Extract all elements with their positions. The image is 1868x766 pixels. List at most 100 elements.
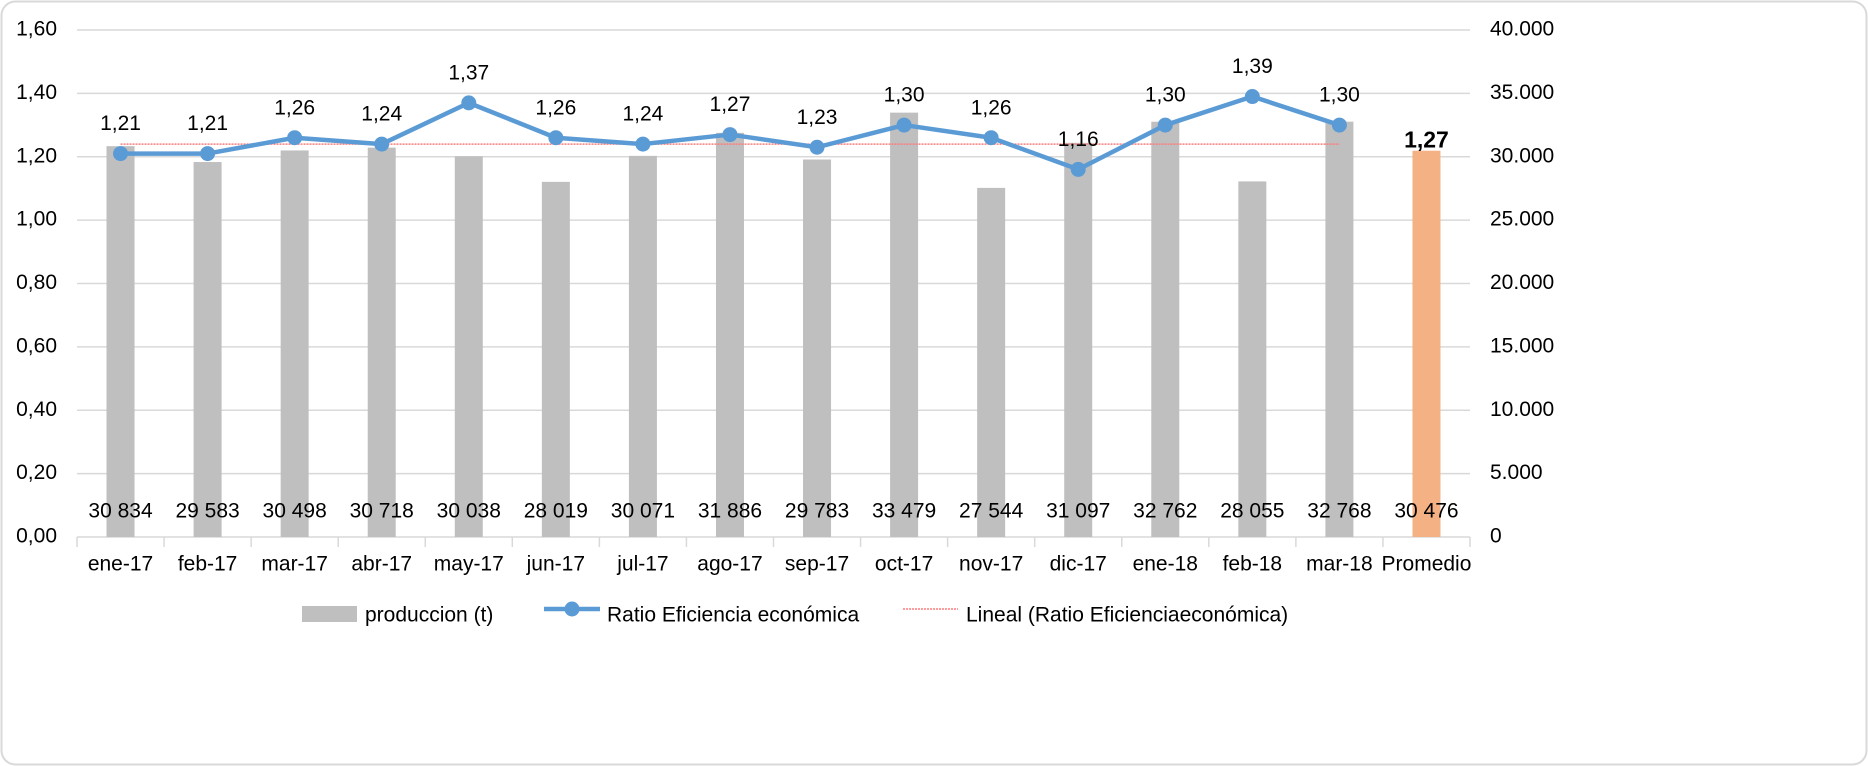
line-marker <box>722 127 738 143</box>
data-label: 1,16 <box>1058 128 1099 151</box>
x-tick-label: may-17 <box>434 553 504 576</box>
line-marker <box>1157 117 1173 133</box>
data-label: 1,26 <box>274 96 315 119</box>
x-tick-label: jun-17 <box>526 553 585 576</box>
legend-label: Lineal (Ratio Eficienciaeconómica) <box>966 604 1288 627</box>
data-label: 1,27 <box>710 93 751 116</box>
data-label: 31 097 <box>1046 500 1110 523</box>
data-label: 32 768 <box>1307 500 1371 523</box>
bar <box>1238 181 1267 537</box>
x-tick-label: feb-17 <box>178 553 238 576</box>
data-label: 1,39 <box>1232 55 1273 78</box>
line-marker <box>287 130 303 146</box>
bar <box>280 150 309 537</box>
x-tick-label: ene-18 <box>1133 553 1198 576</box>
bar <box>715 132 744 537</box>
y-tick-label: 1,20 <box>16 144 57 167</box>
data-label: 1,24 <box>361 103 402 126</box>
x-tick-label: abr-17 <box>351 553 412 576</box>
bar <box>1151 121 1180 538</box>
x-tick-label: mar-17 <box>261 553 328 576</box>
y2-tick-label: 10.000 <box>1490 398 1554 421</box>
y2-tick-label: 25.000 <box>1490 208 1554 231</box>
data-label: 29 583 <box>175 500 239 523</box>
data-label: 1,37 <box>448 61 489 84</box>
bar <box>890 112 919 537</box>
line-marker <box>200 146 216 162</box>
line-marker <box>113 146 129 162</box>
line-marker <box>635 136 651 152</box>
data-label: 1,21 <box>100 112 141 135</box>
data-label: 1,30 <box>1319 84 1360 107</box>
line-marker <box>461 95 477 111</box>
bar <box>106 146 135 537</box>
data-label: 28 055 <box>1220 500 1284 523</box>
data-label: 28 019 <box>524 500 588 523</box>
data-label: 30 476 <box>1394 500 1458 523</box>
data-label: 29 783 <box>785 500 849 523</box>
data-label: 1,24 <box>622 103 663 126</box>
data-label: 30 498 <box>263 500 327 523</box>
y2-tick-label: 15.000 <box>1490 334 1554 357</box>
x-tick-label: sep-17 <box>785 553 849 576</box>
y-tick-label: 0,20 <box>16 461 57 484</box>
legend-label: produccion (t) <box>365 604 493 627</box>
bar <box>454 156 483 537</box>
data-label: 1,30 <box>1145 84 1186 107</box>
data-label: 32 762 <box>1133 500 1197 523</box>
y-tick-label: 1,60 <box>16 18 57 41</box>
legend-swatch <box>302 606 357 622</box>
line-marker <box>896 117 912 133</box>
line-marker <box>548 130 564 146</box>
x-tick-label: feb-18 <box>1223 553 1283 576</box>
line-marker <box>374 136 390 152</box>
x-tick-label: nov-17 <box>959 553 1023 576</box>
data-label: 1,26 <box>971 96 1012 119</box>
data-label: 1,26 <box>535 96 576 119</box>
y-tick-label: 0,60 <box>16 334 57 357</box>
bar <box>1064 142 1093 537</box>
average-label: 1,27 <box>1404 127 1449 153</box>
data-label: 30 038 <box>437 500 501 523</box>
line-marker <box>1331 117 1347 133</box>
line-marker <box>809 139 825 155</box>
x-tick-label: ago-17 <box>697 553 762 576</box>
bar <box>977 187 1006 537</box>
data-label: 30 834 <box>88 500 153 523</box>
bar <box>1412 150 1441 537</box>
bar <box>541 181 570 537</box>
y2-tick-label: 0 <box>1490 525 1502 548</box>
x-tick-label: Promedio <box>1382 553 1472 576</box>
y2-tick-label: 5.000 <box>1490 461 1543 484</box>
bar <box>803 159 832 537</box>
y2-tick-label: 20.000 <box>1490 271 1554 294</box>
data-label: 1,21 <box>187 112 228 135</box>
line-marker <box>1244 89 1260 105</box>
x-tick-label: jul-17 <box>616 553 668 576</box>
bar <box>367 147 396 537</box>
data-label: 1,30 <box>884 84 925 107</box>
data-label: 27 544 <box>959 500 1024 523</box>
line-marker <box>1070 161 1086 177</box>
y2-tick-label: 30.000 <box>1490 144 1554 167</box>
x-tick-label: oct-17 <box>875 553 933 576</box>
y2-tick-label: 35.000 <box>1490 81 1554 104</box>
data-label: 30 718 <box>350 500 414 523</box>
y-tick-label: 1,00 <box>16 208 57 231</box>
y-tick-label: 1,40 <box>16 81 57 104</box>
legend-marker <box>564 601 580 617</box>
x-tick-label: dic-17 <box>1050 553 1107 576</box>
y-tick-label: 0,40 <box>16 398 57 421</box>
data-label: 33 479 <box>872 500 936 523</box>
y-tick-label: 0,00 <box>16 525 57 548</box>
y-tick-label: 0,80 <box>16 271 57 294</box>
legend-label: Ratio Eficiencia económica <box>607 604 859 627</box>
data-label: 30 071 <box>611 500 675 523</box>
line-marker <box>983 130 999 146</box>
y2-tick-label: 40.000 <box>1490 18 1554 41</box>
x-tick-label: mar-18 <box>1306 553 1373 576</box>
bar <box>1325 121 1354 538</box>
bar <box>193 162 222 538</box>
data-label: 31 886 <box>698 500 762 523</box>
